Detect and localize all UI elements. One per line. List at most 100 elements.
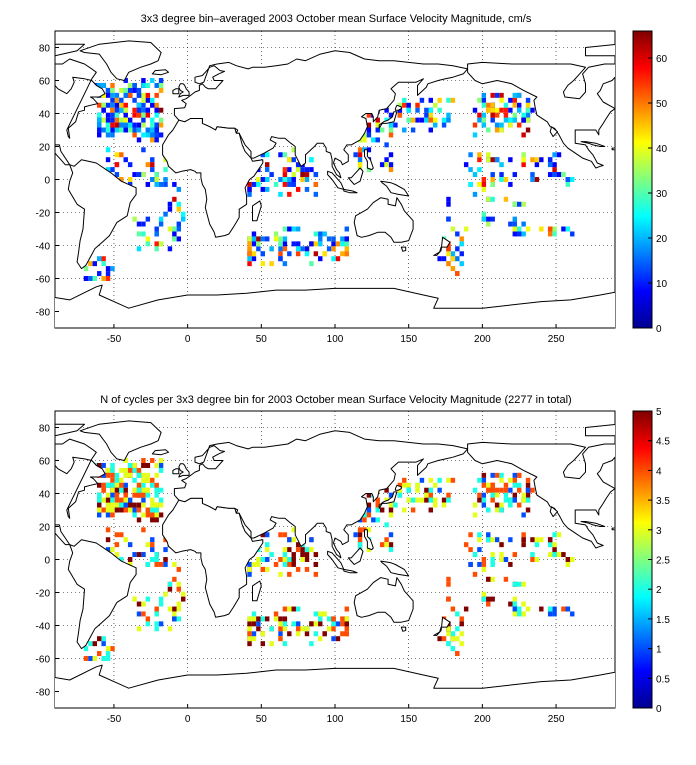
landmass — [252, 580, 262, 602]
bin-cell — [472, 122, 478, 128]
bin-cell — [295, 167, 301, 173]
bin-cell — [123, 107, 128, 113]
bin-cell — [331, 256, 336, 262]
colorbar-tick-label: 4.5 — [656, 437, 670, 448]
bin-cell — [419, 497, 425, 503]
bin-cell — [508, 97, 513, 103]
bin-cell — [291, 552, 296, 558]
velocity-colorbar: 0 10 20 30 40 50 60 — [632, 30, 668, 335]
landmass — [400, 626, 407, 632]
bin-cell — [105, 92, 111, 98]
bin-cell — [123, 78, 128, 83]
bin-cell — [530, 552, 535, 558]
landmass — [347, 167, 364, 185]
bin-cell — [269, 246, 274, 252]
bin-cell — [362, 517, 367, 523]
bin-cell — [141, 487, 146, 493]
bin-cell — [517, 122, 522, 128]
bin-cell — [512, 611, 517, 617]
bin-cell — [547, 611, 553, 617]
bin-cell — [428, 477, 433, 483]
landmass — [252, 200, 262, 222]
bin-cell — [340, 631, 345, 637]
bin-cell — [366, 527, 372, 533]
bin-cell — [278, 631, 283, 637]
bin-cell — [132, 97, 137, 103]
bin-cell — [295, 162, 301, 168]
bin-cell — [525, 492, 531, 498]
bin-cell — [132, 107, 137, 113]
bin-cell — [481, 561, 487, 567]
bin-cell — [357, 152, 363, 158]
colorbar-tick-label: 50 — [656, 99, 668, 110]
bin-cell — [512, 92, 517, 98]
bin-cell — [477, 97, 482, 103]
bin-cell — [105, 266, 111, 272]
bin-cell — [525, 117, 531, 123]
bin-cell — [291, 557, 296, 562]
bin-cell — [181, 216, 186, 222]
bin-cell — [406, 117, 411, 123]
bin-cell — [375, 137, 380, 143]
bin-cell — [446, 497, 451, 503]
bin-cell — [119, 482, 124, 488]
bin-cell — [477, 112, 482, 118]
bin-cell — [158, 601, 164, 607]
bin-cell — [503, 107, 509, 113]
colorbar-tick-label: 20 — [656, 234, 668, 245]
bin-cell — [101, 497, 106, 503]
bin-cell — [318, 241, 323, 247]
bin-cell — [463, 162, 469, 168]
bin-cell — [552, 172, 557, 178]
bin-cell — [455, 651, 460, 657]
bin-cell — [251, 181, 257, 187]
bin-cell — [552, 611, 557, 617]
bin-cell — [388, 532, 394, 538]
bin-cell — [269, 552, 274, 558]
bin-cell — [441, 256, 447, 262]
bin-cell — [141, 107, 146, 113]
bin-cell — [384, 537, 389, 543]
bin-cell — [561, 552, 566, 558]
bin-cell — [375, 517, 380, 523]
bin-cell — [388, 122, 394, 128]
bin-cell — [287, 226, 292, 232]
bin-cell — [127, 87, 133, 93]
x-tick-label: 200 — [474, 714, 491, 725]
bin-cell — [247, 641, 252, 647]
bin-cell — [83, 276, 89, 281]
bin-cell — [517, 502, 522, 508]
bin-cell — [565, 557, 571, 562]
bin-cell — [167, 201, 173, 207]
bin-cell — [145, 181, 151, 187]
x-tick-label: 250 — [548, 334, 565, 345]
bin-cell — [486, 482, 491, 488]
bin-cell — [114, 112, 120, 118]
bin-cell — [490, 117, 495, 123]
bin-cell — [132, 216, 137, 222]
bin-cell — [477, 532, 482, 538]
bin-cell — [552, 547, 557, 553]
bin-cell — [163, 557, 168, 562]
bin-cell — [150, 177, 155, 182]
bin-cell — [145, 82, 151, 88]
bin-cell — [132, 122, 137, 128]
bin-cell — [176, 236, 181, 242]
bin-cell — [525, 107, 531, 113]
landmass — [585, 43, 615, 57]
bin-cell — [309, 621, 314, 627]
bin-cell — [119, 477, 124, 483]
bin-cell — [92, 656, 97, 661]
bin-cell — [362, 132, 367, 138]
bin-cell — [357, 157, 363, 163]
bin-cell — [287, 561, 292, 567]
bin-cell — [433, 102, 438, 108]
bin-cell — [304, 552, 310, 558]
bin-cell — [119, 102, 124, 108]
bin-cell — [512, 201, 517, 207]
bin-cell — [132, 596, 137, 602]
bin-cell — [145, 487, 151, 493]
bin-cell — [123, 157, 128, 163]
bin-cell — [265, 566, 270, 572]
bin-cell — [388, 162, 394, 168]
